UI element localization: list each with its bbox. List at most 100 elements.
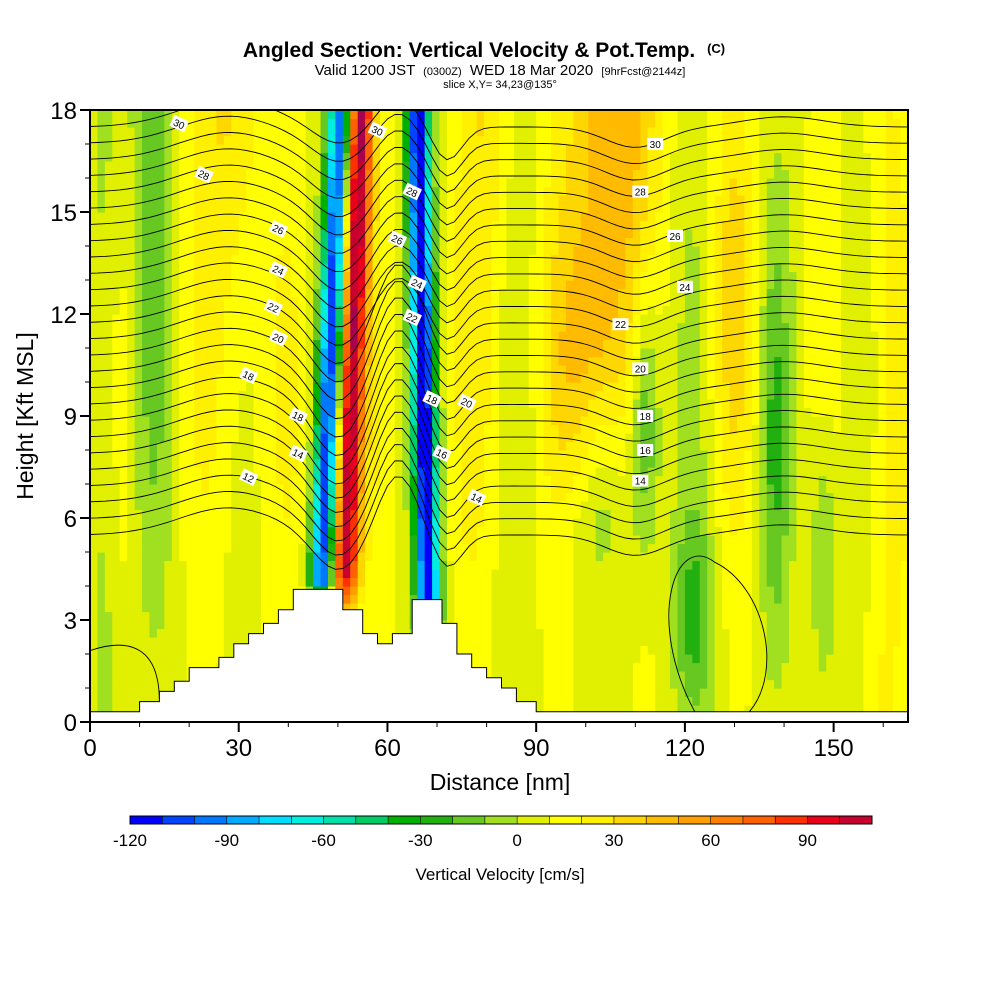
velocity-cell [476, 127, 485, 137]
velocity-cell [194, 645, 203, 655]
velocity-cell [134, 382, 143, 392]
velocity-cell [238, 331, 247, 341]
velocity-cell [595, 237, 604, 247]
velocity-cell [402, 552, 411, 562]
velocity-cell [261, 195, 270, 205]
velocity-cell [171, 467, 180, 477]
velocity-cell [127, 365, 136, 375]
velocity-cell [558, 654, 567, 664]
velocity-cell [164, 390, 173, 400]
velocity-cell [588, 161, 597, 171]
velocity-cell [134, 314, 143, 324]
velocity-cell [551, 705, 560, 715]
velocity-cell [305, 118, 314, 128]
velocity-cell [186, 280, 195, 290]
velocity-cell [104, 577, 113, 587]
velocity-cell [551, 467, 560, 477]
velocity-cell [179, 373, 188, 383]
velocity-cell [186, 475, 195, 485]
velocity-cell [216, 135, 225, 145]
velocity-cell [528, 356, 537, 366]
velocity-cell [499, 365, 508, 375]
velocity-cell [216, 594, 225, 604]
velocity-cell [231, 518, 240, 528]
velocity-cell [142, 586, 151, 596]
velocity-cell [149, 450, 158, 460]
velocity-cell [573, 254, 582, 264]
velocity-cell [521, 110, 530, 120]
velocity-cell [417, 424, 426, 434]
velocity-cell [246, 118, 255, 128]
velocity-cell [558, 195, 567, 205]
velocity-cell [179, 331, 188, 341]
velocity-cell [536, 586, 545, 596]
velocity-cell [565, 331, 574, 341]
velocity-cell [394, 305, 403, 315]
velocity-cell [528, 314, 537, 324]
velocity-cell [283, 594, 292, 604]
velocity-cell [424, 254, 433, 264]
velocity-cell [268, 484, 277, 494]
velocity-cell [536, 280, 545, 290]
velocity-cell [275, 152, 284, 162]
velocity-cell [104, 161, 113, 171]
velocity-cell [432, 467, 441, 477]
velocity-cell [536, 458, 545, 468]
velocity-cell [261, 518, 270, 528]
velocity-cell [290, 127, 299, 137]
velocity-cell [97, 475, 106, 485]
velocity-cell [171, 254, 180, 264]
velocity-cell [156, 212, 165, 222]
velocity-cell [446, 407, 455, 417]
velocity-cell [283, 203, 292, 213]
velocity-cell [290, 280, 299, 290]
velocity-cell [573, 654, 582, 664]
velocity-cell [305, 186, 314, 196]
velocity-cell [588, 127, 597, 137]
velocity-cell [580, 373, 589, 383]
velocity-cell [268, 110, 277, 120]
velocity-cell [127, 178, 136, 188]
velocity-cell [394, 501, 403, 511]
velocity-cell [528, 654, 537, 664]
velocity-cell [261, 212, 270, 222]
velocity-cell [305, 526, 314, 536]
velocity-cell [208, 543, 218, 553]
velocity-cell [246, 484, 255, 494]
velocity-cell [439, 552, 448, 562]
velocity-cell [134, 603, 143, 613]
velocity-cell [588, 475, 597, 485]
velocity-cell [134, 135, 143, 145]
velocity-cell [491, 535, 500, 545]
velocity-cell [536, 356, 545, 366]
velocity-cell [194, 195, 203, 205]
velocity-cell [186, 399, 195, 409]
velocity-cell [565, 280, 574, 290]
velocity-cell [499, 229, 508, 239]
velocity-cell [573, 331, 582, 341]
velocity-cell [97, 552, 106, 562]
velocity-cell [461, 628, 470, 638]
velocity-cell [551, 178, 560, 188]
velocity-cell [580, 390, 589, 400]
velocity-cell [417, 195, 426, 205]
velocity-cell [171, 271, 180, 281]
velocity-cell [238, 263, 247, 273]
velocity-cell [595, 382, 604, 392]
velocity-cell [387, 535, 396, 545]
velocity-cell [580, 518, 589, 528]
velocity-cell [528, 399, 537, 409]
velocity-cell [513, 288, 522, 298]
velocity-cell [142, 560, 151, 570]
velocity-cell [223, 127, 232, 137]
velocity-cell [342, 237, 351, 247]
velocity-cell [313, 195, 322, 205]
velocity-cell [298, 348, 307, 358]
velocity-cell [595, 339, 604, 349]
velocity-cell [216, 110, 225, 120]
velocity-cell [313, 475, 322, 485]
velocity-cell [335, 552, 344, 562]
velocity-cell [543, 365, 552, 375]
velocity-cell [134, 365, 143, 375]
velocity-cell [149, 348, 158, 358]
